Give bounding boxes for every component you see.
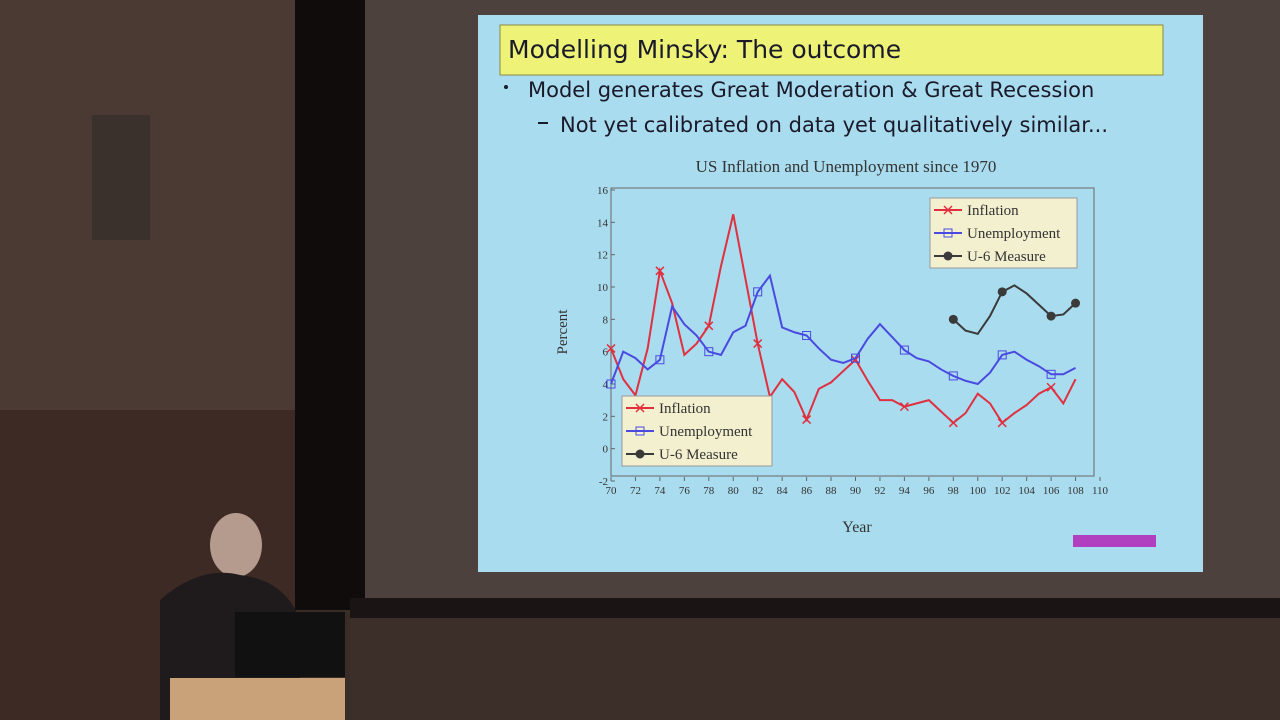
x-tick-label: 74 (654, 485, 666, 497)
legend-label: U-6 Measure (967, 249, 1046, 265)
marker (753, 339, 763, 349)
marker (704, 347, 714, 357)
marker (899, 345, 909, 355)
x-tick-label: 94 (899, 485, 911, 497)
marker (851, 353, 860, 363)
marker (1046, 311, 1056, 321)
x-tick-label: 102 (994, 485, 1011, 497)
lectern (170, 678, 345, 720)
marker (1071, 298, 1081, 308)
marker (948, 314, 958, 324)
slide (478, 15, 1203, 572)
marker (606, 379, 616, 389)
x-tick-label: 80 (728, 485, 740, 497)
x-tick-label: 78 (703, 485, 715, 497)
series-line (610, 214, 1077, 425)
marker (943, 205, 953, 215)
x-tick-label: 88 (826, 485, 838, 497)
marker (943, 228, 953, 238)
marker (948, 418, 958, 428)
legend-label: Inflation (659, 401, 711, 417)
x-tick-label: 100 (970, 485, 987, 497)
slide-logo (1073, 535, 1156, 547)
y-tick-label: 6 (603, 347, 609, 359)
x-tick-label: 96 (923, 485, 935, 497)
marker (802, 415, 812, 425)
marker (606, 343, 616, 353)
marker (753, 287, 763, 297)
x-tick-label: 70 (606, 485, 618, 497)
bullet: Model generates Great Moderation & Great… (528, 78, 1094, 102)
legend-label: Inflation (967, 203, 1019, 219)
y-tick-label: 12 (597, 250, 608, 262)
marker (704, 321, 714, 331)
presenter-head (210, 513, 262, 577)
laptop (235, 612, 345, 677)
x-tick-label: 108 (1067, 485, 1084, 497)
x-tick-label: 92 (874, 485, 885, 497)
y-tick-label: 14 (597, 217, 609, 229)
x-tick-label: 86 (801, 485, 813, 497)
y-tick-label: 4 (603, 379, 609, 391)
speaker (92, 115, 150, 240)
x-tick-label: 90 (850, 485, 862, 497)
marker (997, 287, 1007, 297)
x-tick-label: 106 (1043, 485, 1060, 497)
y-tick-label: -2 (599, 476, 608, 488)
bullet-dot (504, 85, 508, 89)
x-tick-label: 98 (948, 485, 960, 497)
screen-frame (295, 0, 370, 610)
y-tick-label: 16 (597, 185, 609, 197)
screen-bottom (350, 598, 1280, 618)
marker (635, 449, 645, 459)
y-tick-label: 10 (597, 282, 609, 294)
legend-label: U-6 Measure (659, 447, 738, 463)
marker (635, 403, 645, 413)
slide-title: Modelling Minsky: The outcome (508, 35, 901, 64)
x-tick-label: 72 (630, 485, 641, 497)
y-axis-label: Percent (555, 309, 571, 355)
marker (655, 355, 665, 365)
legend-label: Unemployment (967, 226, 1061, 242)
marker (635, 426, 645, 436)
plot-area (610, 187, 1095, 477)
marker (943, 251, 953, 261)
chart: US Inflation and Unemployment since 1970… (555, 157, 1109, 536)
x-tick-label: 82 (752, 485, 763, 497)
legend: Inflation Unemployment U-6 Measure (929, 197, 1078, 269)
marker (1046, 369, 1056, 379)
marker (899, 402, 909, 412)
x-tick-label: 84 (777, 485, 789, 497)
legend-label: Unemployment (659, 424, 753, 440)
series-line (610, 273, 1077, 386)
x-tick-label: 76 (679, 485, 691, 497)
marker (997, 350, 1007, 360)
slide-title-box (499, 24, 1164, 76)
bullet: Not yet calibrated on data yet qualitati… (560, 113, 1108, 137)
chart-title: US Inflation and Unemployment since 1970 (696, 157, 997, 176)
marker (655, 266, 665, 276)
marker (802, 331, 812, 340)
x-tick-label: 104 (1018, 485, 1035, 497)
y-tick-label: 2 (603, 411, 609, 423)
x-axis-label: Year (842, 519, 872, 536)
marker (948, 371, 958, 381)
lower-wall (350, 618, 1280, 720)
marker (1046, 382, 1056, 392)
legend: Inflation Unemployment U-6 Measure (621, 395, 773, 467)
y-tick-label: 0 (603, 444, 609, 456)
y-tick-label: 8 (603, 314, 609, 326)
x-tick-label: 110 (1092, 485, 1109, 497)
marker (997, 418, 1007, 428)
